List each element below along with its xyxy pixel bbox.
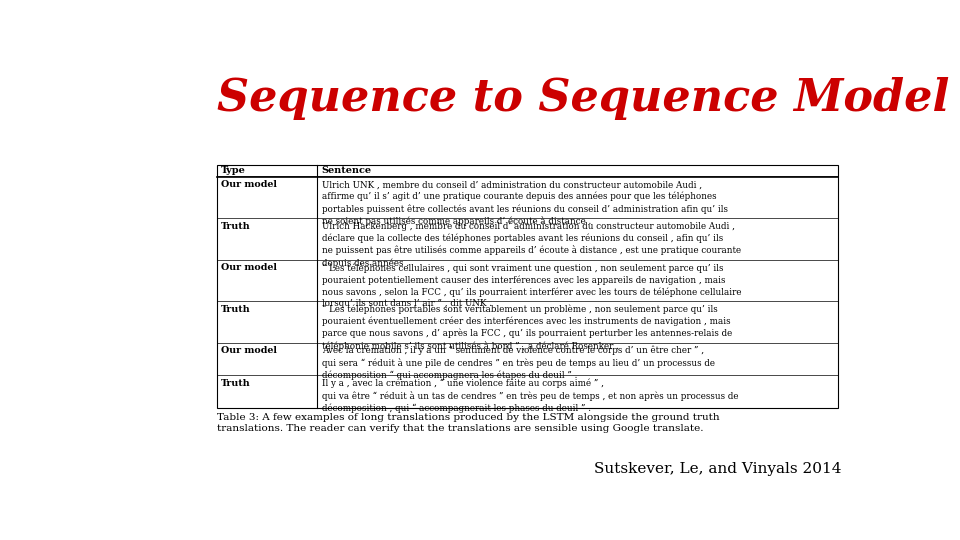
Text: Table 3: A few examples of long translations produced by the LSTM alongside the : Table 3: A few examples of long translat…	[217, 413, 719, 433]
Text: Sutskever, Le, and Vinyals 2014: Sutskever, Le, and Vinyals 2014	[594, 462, 842, 476]
Text: Truth: Truth	[221, 379, 251, 388]
Text: Ulrich UNK , membre du conseil d’ administration du constructeur automobile Audi: Ulrich UNK , membre du conseil d’ admini…	[322, 180, 728, 226]
Text: Type: Type	[221, 166, 246, 176]
Text: Il y a , avec la crémation , “ une violence faite au corps aimé ” ,
qui va être : Il y a , avec la crémation , “ une viole…	[322, 379, 738, 413]
Text: “ Les téléphones cellulaires , qui sont vraiment une question , non seulement pa: “ Les téléphones cellulaires , qui sont …	[322, 263, 741, 308]
Text: Our model: Our model	[221, 180, 277, 189]
Text: Our model: Our model	[221, 263, 277, 272]
Text: Sentence: Sentence	[322, 166, 372, 176]
Text: Our model: Our model	[221, 346, 277, 355]
Text: Truth: Truth	[221, 305, 251, 314]
Text: Sequence to Sequence Model: Sequence to Sequence Model	[217, 77, 949, 120]
Text: Avec la crémation , il y a un “ sentiment de violence contre le corps d’ un être: Avec la crémation , il y a un “ sentimen…	[322, 346, 714, 380]
Text: Ulrich Hackenberg , membre du conseil d’ administration du constructeur automobi: Ulrich Hackenberg , membre du conseil d’…	[322, 222, 741, 267]
Text: “ Les téléphones portables sont véritablement un problème , non seulement parce : “ Les téléphones portables sont véritabl…	[322, 305, 732, 351]
Text: Truth: Truth	[221, 222, 251, 231]
